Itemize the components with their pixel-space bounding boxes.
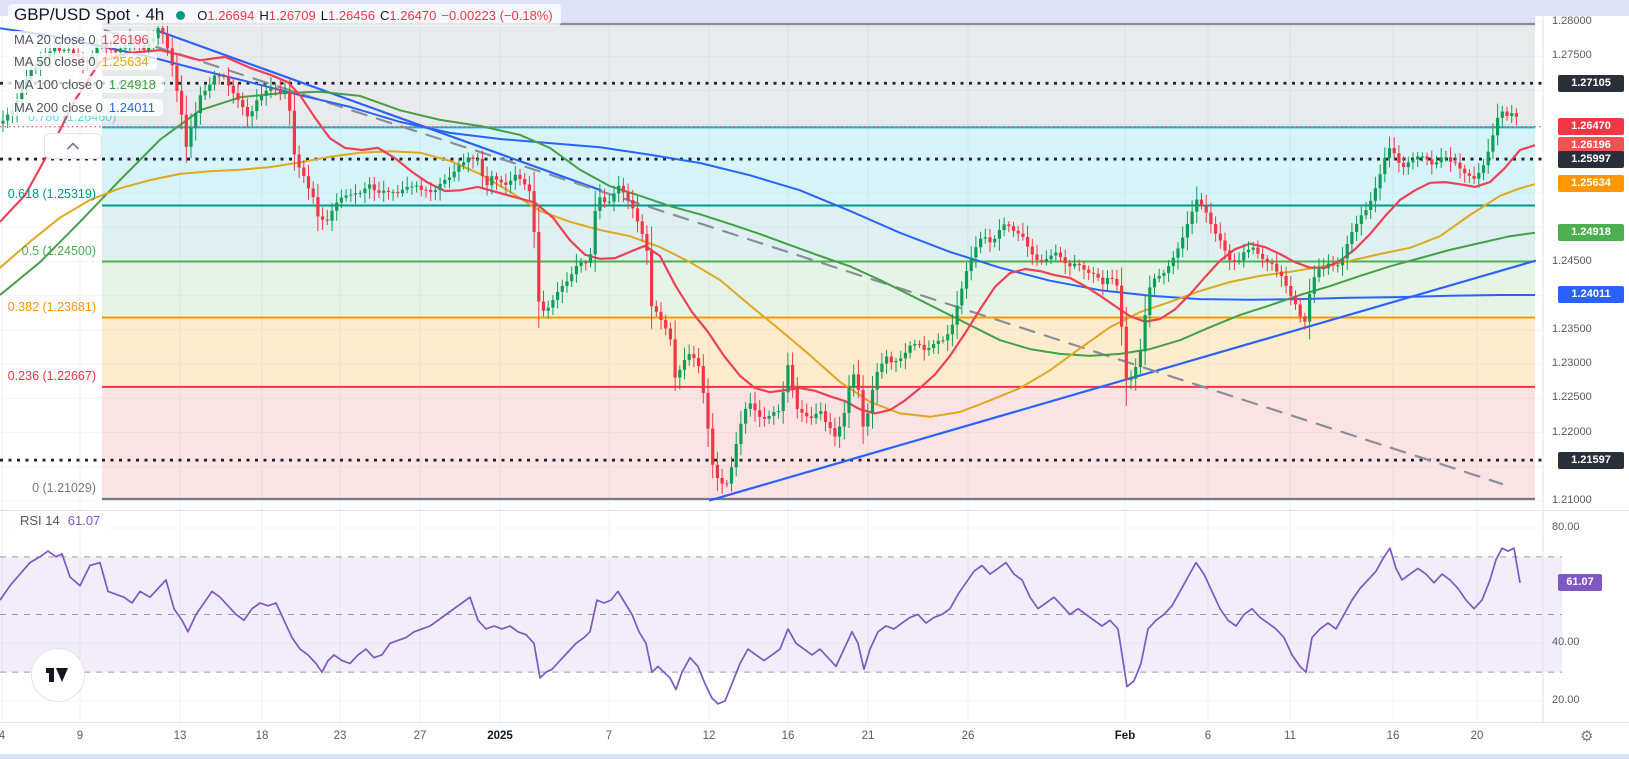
fib-label-0: 0 (1.21029) <box>32 481 96 496</box>
price-badge: 1.24011 <box>1558 286 1624 304</box>
fib-band <box>102 386 1535 500</box>
trendline-ascending-blue <box>708 259 1537 502</box>
trendline-descending-dashed <box>103 29 1504 485</box>
time-axis-label[interactable]: 4 <box>0 730 6 742</box>
price-axis-label[interactable]: 1.23500 <box>1552 322 1592 335</box>
rsi-badge: 61.07 <box>1558 574 1602 592</box>
price-axis-label[interactable]: 1.21000 <box>1552 494 1592 506</box>
time-axis-label[interactable]: 23 <box>333 730 347 742</box>
ma200-legend[interactable]: MA 200 close 0 1.24011 <box>8 99 163 116</box>
fib-extension-zone <box>102 16 1535 24</box>
price-axis-label[interactable]: 1.27500 <box>1552 49 1592 62</box>
time-axis-label[interactable]: 9 <box>76 730 84 742</box>
time-axis-label[interactable]: 6 <box>1204 730 1212 742</box>
price-badge: 1.26196 <box>1558 136 1624 154</box>
price-badge: 1.25997 <box>1558 150 1624 168</box>
rsi-line <box>0 547 1521 705</box>
time-axis-label[interactable]: 2025 <box>487 730 513 742</box>
pane-separator[interactable] <box>0 510 1629 511</box>
ma20-legend[interactable]: MA 20 close 0 1.26196 <box>8 31 157 48</box>
axis-separator <box>0 722 1629 723</box>
market-status-icon <box>176 10 186 20</box>
fib-band <box>102 127 1535 206</box>
price-badge: 1.26470 <box>1558 118 1624 136</box>
ohlc-values: O1.26694 H1.26709 L1.26456 C1.26470 −0.0… <box>197 7 553 23</box>
ma50-legend[interactable]: MA 50 close 0 1.25634 <box>8 53 157 70</box>
change-value: −0.00223 (−0.18%) <box>441 7 553 23</box>
fib-label-0.618: 0.618 (1.25319) <box>7 187 96 202</box>
rsi-axis-label[interactable]: 40.00 <box>1552 636 1580 649</box>
ma50-line <box>0 150 1536 418</box>
time-axis-label[interactable]: 21 <box>861 730 875 742</box>
rsi-axis-label[interactable]: 20.00 <box>1552 693 1580 706</box>
time-axis-label[interactable]: 26 <box>961 730 975 742</box>
price-badge: 1.25634 <box>1558 175 1624 193</box>
rsi-legend[interactable]: RSI 14 61.07 <box>12 512 109 529</box>
time-axis-label[interactable]: 7 <box>605 730 613 742</box>
price-axis-label[interactable]: 1.23000 <box>1552 357 1592 370</box>
time-axis-label[interactable]: 11 <box>1284 730 1296 742</box>
time-axis-label[interactable]: 12 <box>702 730 716 742</box>
ma200-line <box>0 27 1535 301</box>
time-axis-label[interactable]: 16 <box>1386 730 1400 742</box>
ma100-line <box>0 90 1536 357</box>
rsi-axis-label[interactable]: 80.00 <box>1552 521 1580 533</box>
time-axis-label[interactable]: 20 <box>1470 730 1484 742</box>
symbol-title: GBP/USD Spot · 4h <box>14 5 165 24</box>
time-axis-label[interactable]: 27 <box>413 730 427 742</box>
time-axis-label[interactable]: 18 <box>255 730 269 742</box>
chevron-up-icon <box>67 142 79 150</box>
page-bottom-strip <box>0 754 1629 759</box>
fib-band <box>102 23 1535 128</box>
ma20-line <box>0 49 1536 415</box>
tradingview-logo-icon <box>46 668 68 682</box>
time-axis-label[interactable]: 16 <box>781 730 795 742</box>
fib-label-0.5: 0.5 (1.24500) <box>21 243 96 258</box>
price-axis-label[interactable]: 1.22000 <box>1552 425 1592 438</box>
settings-icon[interactable]: ⚙ <box>1580 728 1594 745</box>
price-axis-label[interactable]: 1.24500 <box>1552 254 1592 267</box>
time-axis-label[interactable]: Feb <box>1114 730 1136 742</box>
fib-band <box>102 205 1535 262</box>
price-badge: 1.24918 <box>1558 224 1624 242</box>
ma100-legend[interactable]: MA 100 close 0 1.24918 <box>8 76 164 93</box>
fib-band <box>102 317 1535 387</box>
tradingview-logo[interactable] <box>31 648 85 702</box>
fib-label-0.382: 0.382 (1.23681) <box>7 299 96 314</box>
time-axis-label[interactable]: 13 <box>173 730 187 742</box>
price-axis-label[interactable]: 1.28000 <box>1552 15 1592 27</box>
candlestick-series <box>1 16 1518 494</box>
symbol-legend[interactable]: GBP/USD Spot · 4h O1.26694 H1.26709 L1.2… <box>8 4 561 26</box>
price-badge: 1.27105 <box>1558 74 1624 92</box>
fib-label-0.236: 0.236 (1.22667) <box>7 368 96 383</box>
price-badge: 1.21597 <box>1558 451 1624 469</box>
collapse-legend-button[interactable] <box>44 133 102 159</box>
trendline-descending-blue <box>156 29 603 192</box>
price-axis-label[interactable]: 1.22500 <box>1552 391 1592 404</box>
